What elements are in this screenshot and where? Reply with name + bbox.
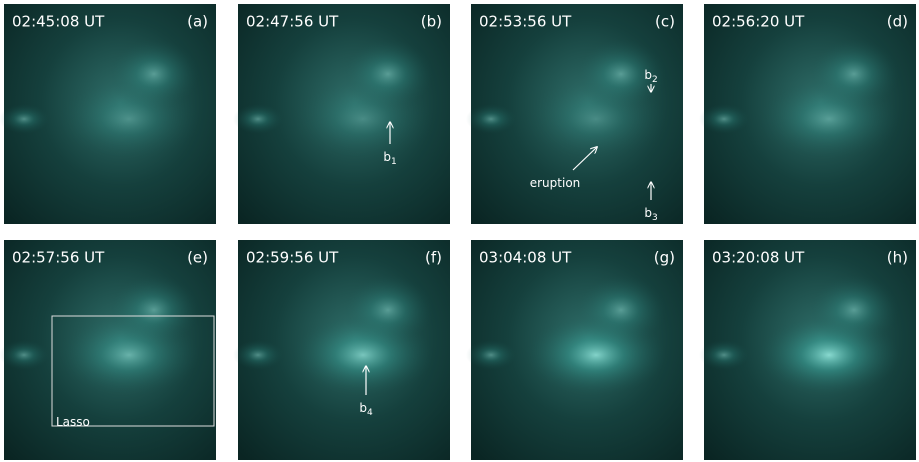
annotation-text: b [359, 401, 367, 415]
flare-ribbon [759, 315, 899, 395]
bright-loop [0, 340, 49, 370]
panel: 02:47:56 UT (b) b1 [233, 4, 450, 224]
timestamp: 02:59:56 UT [246, 249, 339, 267]
bright-loop [233, 104, 283, 134]
panel: 03:20:08 UT (h) [699, 240, 916, 460]
panel-label: (g) [654, 249, 675, 267]
annotation-subscript: 2 [652, 75, 658, 85]
timestamp: 02:45:08 UT [12, 13, 105, 31]
panel-label: (h) [887, 249, 908, 267]
annotation-text: b [383, 150, 391, 164]
panel-label: (e) [187, 249, 208, 267]
panel: 02:59:56 UT (f) b4 [233, 240, 450, 460]
flare-ribbon [293, 315, 433, 395]
panel-label: (b) [421, 13, 442, 31]
annotation: Lasso [56, 415, 90, 429]
panel: 02:57:56 UT (e) Lasso [0, 240, 216, 460]
bright-loop [699, 340, 749, 370]
timestamp: 03:04:08 UT [479, 249, 572, 267]
flare-ribbon [293, 79, 433, 159]
panel: 02:56:20 UT (d) [699, 4, 916, 224]
panel-label: (f) [425, 249, 442, 267]
figure: 02:45:08 UT(a)02:47:56 UT(b)b102:53:56 U… [0, 0, 919, 462]
flare-ribbon [526, 315, 666, 395]
panel-label: (d) [887, 13, 908, 31]
panel-label: (c) [655, 13, 675, 31]
annotation-subscript: 4 [367, 408, 373, 418]
panel-label: (a) [187, 13, 208, 31]
timestamp: 02:53:56 UT [479, 13, 572, 31]
annotation-subscript: 3 [652, 213, 658, 223]
flare-ribbon [526, 79, 666, 159]
timestamp: 02:56:20 UT [712, 13, 805, 31]
bright-loop [699, 104, 749, 134]
timestamp: 03:20:08 UT [712, 249, 805, 267]
bright-loop [0, 104, 49, 134]
bright-loop [466, 104, 516, 134]
timestamp: 02:47:56 UT [246, 13, 339, 31]
annotation-text: eruption [530, 176, 581, 190]
flare-ribbon [759, 79, 899, 159]
panel: 02:45:08 UT (a) [0, 4, 216, 224]
flare-ribbon [59, 79, 199, 159]
annotation-subscript: 1 [391, 157, 397, 167]
bright-loop [233, 340, 283, 370]
timestamp: 02:57:56 UT [12, 249, 105, 267]
annotation-text: b [644, 206, 652, 220]
panel: 03:04:08 UT (g) [466, 240, 683, 460]
flare-ribbon [59, 315, 199, 395]
annotation-text: b [644, 68, 652, 82]
annotation-text: Lasso [56, 415, 90, 429]
annotation: eruption [530, 176, 581, 190]
bright-loop [466, 340, 516, 370]
